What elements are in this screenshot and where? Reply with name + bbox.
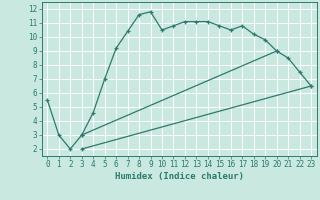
X-axis label: Humidex (Indice chaleur): Humidex (Indice chaleur) [115,172,244,181]
